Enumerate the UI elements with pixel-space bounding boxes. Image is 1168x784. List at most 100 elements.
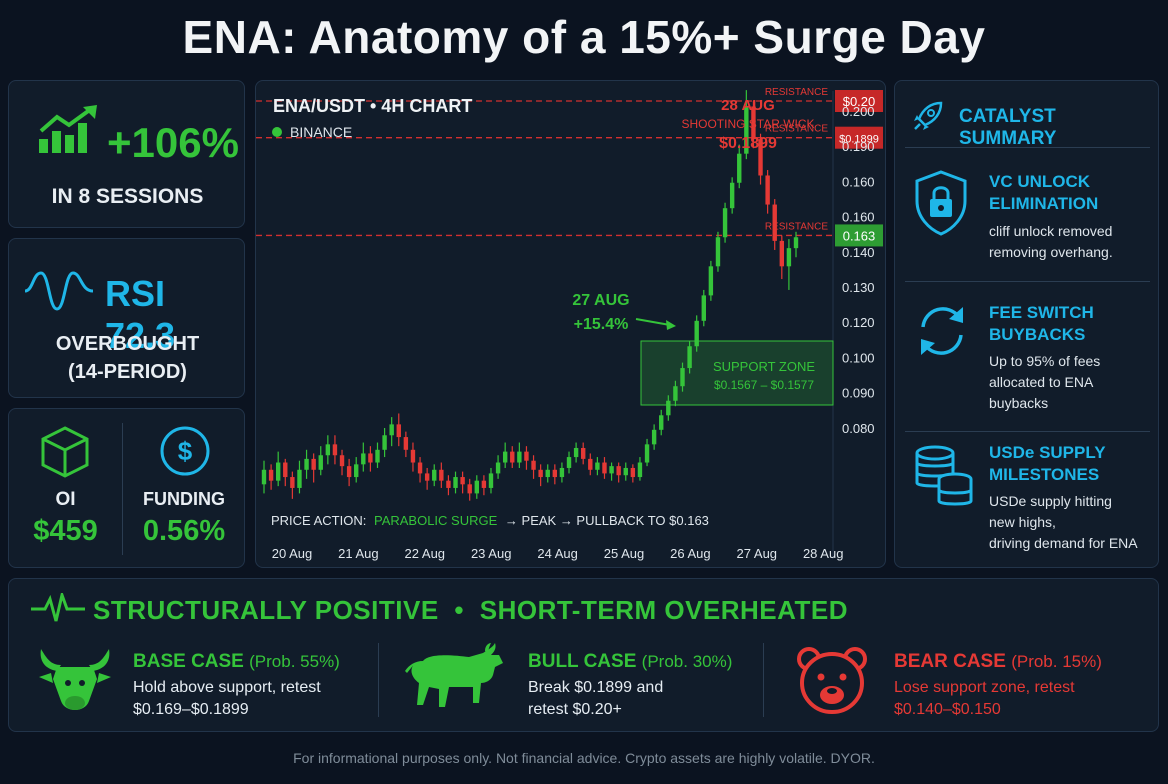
- bear-case-line-1: Lose support zone, retest: [894, 679, 1075, 696]
- candle-body: [666, 400, 671, 416]
- candle-body: [346, 466, 352, 478]
- oi-value: $459: [33, 515, 98, 547]
- candle-body: [602, 462, 607, 474]
- candle-body: [701, 295, 706, 321]
- candle-body: [708, 266, 714, 296]
- x-tick-label: 22 Aug: [405, 546, 446, 561]
- candle-body: [559, 467, 565, 478]
- outlook-headline: STRUCTURALLY POSITIVE • SHORT-TERM OVERH…: [93, 595, 848, 626]
- support-zone: [640, 340, 834, 406]
- candle-body: [481, 480, 487, 488]
- candle-body: [318, 455, 323, 470]
- candle-body: [297, 469, 302, 488]
- candle-body: [389, 424, 394, 436]
- candle-body: [410, 449, 416, 463]
- candle-body: [566, 457, 572, 468]
- resistance-label: RESISTANCE: [765, 221, 828, 232]
- y-tick-label: 0.160: [842, 174, 875, 189]
- oi-funding-panel: OI $459 $ FUNDING 0.56%: [8, 408, 245, 568]
- candle-body: [722, 208, 728, 238]
- candle-body: [382, 435, 387, 450]
- candle-body: [630, 467, 636, 478]
- candle-body: [545, 469, 550, 478]
- gain-label: IN 8 SESSIONS: [51, 185, 204, 208]
- candle-body: [595, 462, 600, 470]
- candle-body: [375, 449, 380, 463]
- candle-body: [751, 106, 756, 140]
- candle-body: [765, 175, 770, 205]
- growth-chart-icon: [39, 105, 97, 153]
- cube-icon: [41, 426, 89, 478]
- resistance-price-tag-label: $0.20: [843, 94, 876, 109]
- candle-body: [729, 182, 735, 209]
- bull-case-prob: (Prob. 30%): [641, 652, 733, 671]
- bear-case-title: BEAR CASE (Prob. 15%): [894, 651, 1102, 673]
- resistance-price-tag-label: $0.1899: [839, 134, 879, 146]
- bear-head-icon: [797, 647, 867, 714]
- x-tick-label: 21 Aug: [338, 546, 379, 561]
- candle-body: [361, 453, 366, 465]
- oi-label: OI: [55, 489, 76, 510]
- surge-pct-annotation: +15.4%: [574, 316, 629, 333]
- catalyst-panel: CATALYST SUMMARY VC UNLOCK ELIMINATION c…: [894, 80, 1159, 568]
- catalyst-1-desc-1: cliff unlock removed: [989, 223, 1113, 239]
- catalyst-divider-2: [905, 431, 1150, 432]
- base-case-line-1: Hold above support, retest: [133, 679, 321, 696]
- bear-case-name: BEAR CASE: [894, 651, 1006, 672]
- candle-body: [588, 458, 593, 470]
- candle-body: [651, 429, 657, 445]
- candle-body: [311, 458, 316, 470]
- surge-arrowhead: [666, 320, 676, 330]
- resistance-price-tag-label: 0.163: [843, 228, 876, 243]
- x-tick-label: 27 Aug: [737, 546, 778, 561]
- refresh-cycle-icon: [921, 307, 963, 355]
- x-tick-label: 26 Aug: [670, 546, 711, 561]
- candle-body: [737, 153, 742, 183]
- funding-label: FUNDING: [143, 489, 225, 509]
- peak-value-annotation: $0.1899: [719, 135, 777, 152]
- resistance-price-tag: [835, 90, 883, 112]
- waveform-icon: [24, 271, 94, 311]
- catalyst-3-title-2: MILESTONES: [989, 465, 1100, 484]
- resistance-price-tag: [835, 224, 883, 247]
- candle-body: [325, 444, 331, 456]
- candle-body: [417, 462, 423, 474]
- candle-body: [261, 469, 267, 485]
- candle-body: [659, 415, 664, 430]
- rocket-icon: [914, 101, 943, 130]
- candle-body: [517, 451, 522, 463]
- catalyst-2-desc-3: buybacks: [989, 395, 1049, 411]
- bear-case-prob: (Prob. 15%): [1011, 652, 1102, 671]
- bull-icon: [405, 643, 503, 707]
- candle-body: [275, 462, 281, 481]
- base-case-name: BASE CASE: [133, 651, 244, 672]
- dollar-coin-icon: $: [160, 426, 210, 476]
- catalyst-3-desc-1: USDe supply hitting: [989, 493, 1112, 509]
- gain-value: +106%: [107, 119, 239, 166]
- candle-body: [290, 477, 295, 488]
- y-tick-label: 0.200: [842, 104, 875, 119]
- outlook-bullet: •: [454, 595, 464, 625]
- candle-body: [694, 320, 699, 347]
- rsi-label-2: (14-PERIOD): [68, 361, 187, 383]
- candle-body: [793, 237, 799, 249]
- candle-body: [510, 451, 515, 463]
- catalyst-3-desc-3: driving demand for ENA: [989, 535, 1138, 551]
- coin-stack-icon: [915, 445, 973, 506]
- surge-arrow: [635, 318, 671, 326]
- candle-body: [396, 424, 401, 438]
- candle-body: [687, 346, 692, 369]
- catalyst-divider-top: [905, 147, 1150, 148]
- candle-body: [502, 451, 508, 463]
- y-tick-label: 0.100: [842, 350, 875, 365]
- candle-body: [368, 453, 373, 463]
- resistance-price-tag: [835, 126, 883, 149]
- candle-body: [531, 460, 536, 470]
- support-zone-label: SUPPORT ZONE: [713, 359, 815, 374]
- candle-body: [432, 469, 437, 481]
- catalyst-divider-1: [905, 281, 1150, 282]
- rsi-panel: RSI 72.3 OVERBOUGHT (14-PERIOD): [8, 238, 245, 398]
- x-tick-label: 20 Aug: [272, 546, 313, 561]
- catalyst-1-desc-2: removing overhang.: [989, 244, 1113, 260]
- resistance-label: RESISTANCE: [765, 124, 828, 135]
